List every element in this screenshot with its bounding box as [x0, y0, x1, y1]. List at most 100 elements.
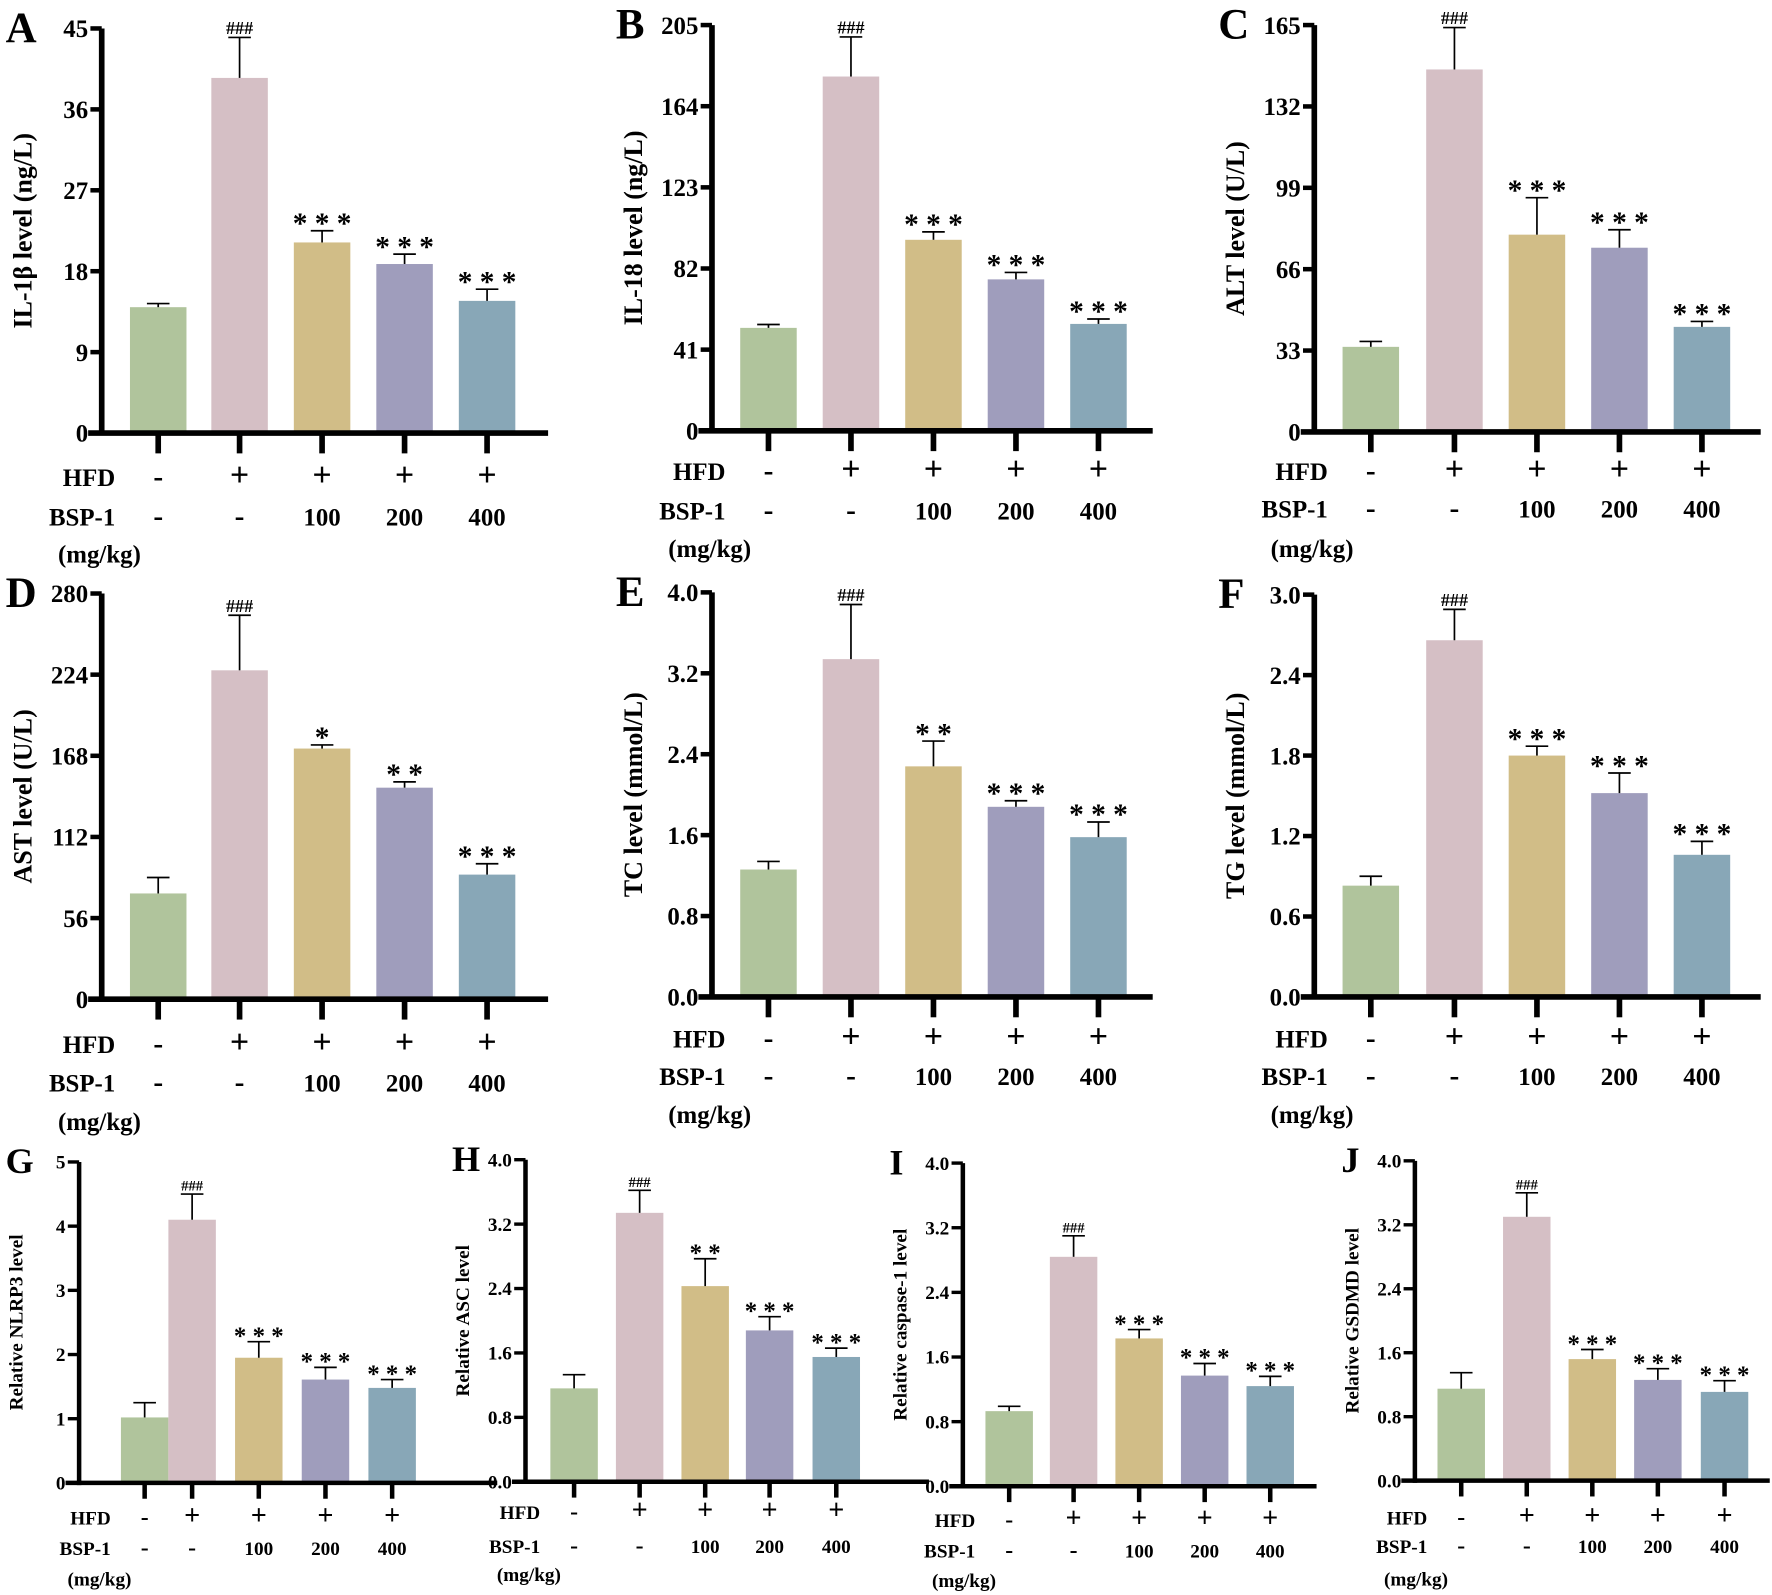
y-tick-label: 56 [63, 906, 88, 933]
bar [1246, 1386, 1294, 1487]
unit-label: (mg/kg) [67, 1570, 131, 1591]
panel-letter: A [6, 5, 37, 52]
panel-letter: D [6, 570, 37, 617]
hfd-value: - [764, 455, 774, 487]
hfd-row-label: HFD [935, 1511, 976, 1532]
bar [1591, 793, 1648, 997]
bsp-value: 100 [303, 1071, 340, 1098]
hfd-row-label: HFD [673, 459, 725, 486]
panel-letter: H [452, 1139, 480, 1179]
panel-letter: I [889, 1142, 903, 1182]
significance-stars: * * [386, 759, 423, 791]
hfd-value: + [841, 1018, 860, 1055]
y-tick-label: 0.8 [1377, 1407, 1401, 1428]
hfd-value: + [1006, 451, 1025, 488]
bsp-value: 400 [1683, 1064, 1720, 1091]
y-tick-label: 0.8 [925, 1412, 949, 1433]
hfd-value: + [697, 1495, 713, 1526]
panel-letter: G [6, 1141, 34, 1181]
bsp-value: - [141, 1535, 149, 1561]
bar [211, 77, 268, 434]
bsp-value: - [764, 1060, 774, 1092]
bar [1342, 885, 1400, 997]
bar [985, 1411, 1033, 1487]
bsp-value: 400 [1256, 1541, 1285, 1562]
y-tick-label: 0.0 [1377, 1471, 1401, 1492]
y-tick-label: 2.4 [1270, 663, 1301, 690]
y-tick-label: 112 [52, 825, 88, 852]
significance-stars: * * * [458, 841, 517, 873]
y-tick-label: 4.0 [1377, 1152, 1401, 1173]
bsp-value: 100 [1125, 1541, 1154, 1562]
bsp-row-label: BSP-1 [659, 1064, 725, 1091]
hfd-value: + [1445, 1018, 1464, 1055]
bsp-value: 400 [1710, 1537, 1739, 1558]
bsp-value: 200 [997, 499, 1034, 526]
bsp-value: 100 [244, 1539, 273, 1560]
significance-hash: ### [181, 1179, 204, 1195]
y-tick-label: 280 [51, 581, 88, 608]
bsp-value: 200 [311, 1539, 340, 1560]
hfd-value: + [924, 451, 943, 488]
y-tick-label: 66 [1276, 257, 1301, 284]
hfd-value: - [1366, 455, 1376, 487]
hfd-value: + [1066, 1503, 1082, 1534]
significance-stars: * * * [1673, 819, 1732, 851]
bsp-value: - [188, 1535, 196, 1561]
hfd-row-label: HFD [1275, 459, 1327, 486]
bsp-value: 100 [915, 499, 952, 526]
y-tick-label: 0.0 [488, 1473, 512, 1494]
bsp-value: 400 [468, 504, 505, 531]
bar [987, 806, 1045, 997]
bsp-row-label: BSP-1 [60, 1539, 111, 1560]
unit-label: (mg/kg) [497, 1565, 561, 1586]
y-tick-label: 4.0 [667, 580, 698, 607]
bsp-value: - [153, 1067, 163, 1099]
bsp-value: 100 [1578, 1537, 1607, 1558]
bar [1503, 1216, 1551, 1481]
significance-stars: * * * [458, 266, 517, 298]
bar [681, 1286, 729, 1482]
y-tick-label: 1.6 [1377, 1343, 1401, 1364]
y-tick-label: 123 [661, 175, 698, 202]
y-tick-label: 27 [63, 178, 88, 205]
y-tick-label: 1.8 [1270, 743, 1301, 770]
bsp-value: 400 [1080, 499, 1117, 526]
bsp-value: - [1070, 1537, 1078, 1563]
hfd-value: + [828, 1495, 844, 1526]
bsp-row-label: BSP-1 [924, 1541, 975, 1562]
hfd-value: + [395, 457, 414, 494]
significance-stars: * * * [1590, 207, 1649, 239]
hfd-value: + [395, 1024, 414, 1061]
bar [1591, 247, 1648, 432]
bsp-value: - [570, 1533, 578, 1559]
significance-stars: * * * [904, 209, 963, 241]
y-tick-label: 18 [63, 259, 88, 286]
y-tick-label: 5 [56, 1153, 66, 1174]
bsp-value: 100 [1518, 496, 1555, 523]
y-tick-label: 205 [661, 13, 698, 40]
hfd-value: - [1366, 1022, 1376, 1054]
hfd-value: + [924, 1018, 943, 1055]
bsp-value: 100 [303, 504, 340, 531]
panel-i: I Relative caspase-1 level - - ### + - * * * +10… [889, 1142, 1317, 1592]
bsp-value: - [1366, 492, 1376, 524]
y-tick-label: 0 [76, 987, 88, 1014]
bsp-value: 100 [915, 1064, 952, 1091]
bar [1180, 1375, 1229, 1487]
bsp-value: - [153, 500, 163, 532]
bsp-row-label: BSP-1 [49, 1071, 115, 1098]
y-tick-label: 3.2 [1377, 1216, 1401, 1237]
hfd-value: - [570, 1499, 578, 1525]
bsp-value: - [846, 495, 856, 527]
y-axis-label: AST level (U/L) [9, 709, 38, 883]
hfd-value: - [153, 461, 163, 493]
bsp-value: 100 [691, 1537, 720, 1558]
y-tick-label: 82 [674, 256, 699, 283]
bsp-row-label: BSP-1 [1262, 496, 1328, 523]
y-tick-label: 45 [63, 16, 88, 43]
bsp-value: 200 [1601, 1064, 1638, 1091]
panel-letter: E [616, 569, 645, 616]
bsp-row-label: BSP-1 [49, 504, 115, 531]
